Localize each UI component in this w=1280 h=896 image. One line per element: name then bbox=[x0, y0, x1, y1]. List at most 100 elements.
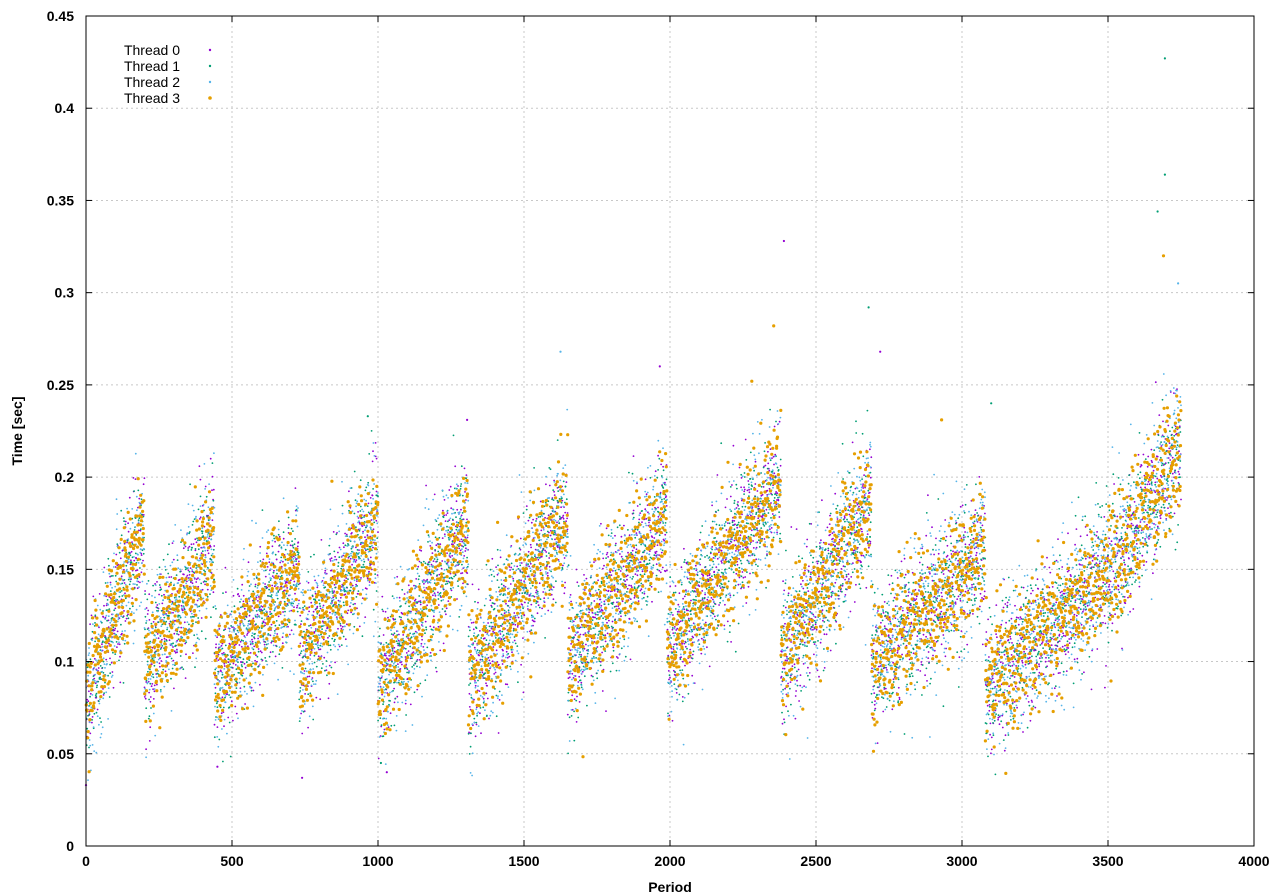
data-point bbox=[1135, 543, 1138, 545]
data-point bbox=[154, 601, 157, 604]
data-point bbox=[863, 494, 866, 496]
data-point bbox=[357, 517, 360, 519]
data-point bbox=[909, 625, 912, 628]
data-point bbox=[324, 586, 327, 589]
data-point bbox=[299, 614, 302, 617]
data-point bbox=[727, 522, 729, 524]
data-point bbox=[254, 583, 257, 586]
data-point bbox=[757, 517, 760, 520]
data-point bbox=[887, 634, 890, 637]
data-point bbox=[940, 643, 943, 646]
data-point bbox=[450, 507, 453, 510]
data-point bbox=[951, 576, 954, 579]
data-point bbox=[273, 534, 275, 537]
data-point bbox=[174, 644, 177, 647]
data-point bbox=[1083, 671, 1085, 674]
data-point bbox=[1029, 649, 1032, 651]
data-point bbox=[274, 655, 277, 658]
data-point bbox=[628, 618, 631, 620]
data-point bbox=[460, 508, 462, 511]
data-point bbox=[775, 491, 777, 493]
data-point bbox=[365, 486, 368, 489]
data-point bbox=[264, 585, 266, 588]
data-point bbox=[691, 674, 694, 677]
data-point bbox=[213, 736, 216, 739]
data-point bbox=[111, 617, 114, 619]
data-point bbox=[147, 609, 150, 612]
data-point bbox=[372, 488, 374, 490]
data-point bbox=[1139, 465, 1142, 468]
data-point bbox=[110, 661, 113, 664]
data-point bbox=[896, 650, 899, 652]
data-point bbox=[299, 652, 302, 655]
data-point bbox=[201, 532, 204, 535]
data-point bbox=[448, 489, 451, 491]
data-point bbox=[683, 642, 686, 645]
data-point bbox=[773, 463, 775, 466]
data-point bbox=[458, 547, 461, 550]
data-point bbox=[540, 529, 543, 532]
data-point bbox=[1029, 656, 1031, 659]
data-point bbox=[381, 693, 383, 696]
data-point bbox=[678, 610, 680, 613]
data-point bbox=[144, 590, 147, 592]
data-point bbox=[189, 483, 192, 486]
data-point bbox=[204, 583, 207, 586]
data-point bbox=[303, 630, 305, 633]
data-point bbox=[1030, 592, 1032, 595]
data-point bbox=[491, 625, 494, 628]
data-point bbox=[829, 649, 832, 652]
data-point bbox=[789, 681, 792, 683]
data-point bbox=[228, 721, 231, 724]
data-point bbox=[620, 555, 623, 558]
data-point bbox=[297, 552, 300, 554]
data-point bbox=[509, 618, 511, 621]
data-point bbox=[971, 583, 973, 586]
data-point bbox=[355, 583, 357, 586]
data-point bbox=[1144, 509, 1147, 512]
data-point bbox=[1128, 557, 1130, 560]
data-point bbox=[257, 665, 259, 668]
data-point bbox=[726, 498, 728, 500]
data-point bbox=[94, 694, 97, 697]
data-point bbox=[335, 558, 338, 561]
data-point bbox=[255, 654, 257, 657]
data-point bbox=[605, 527, 608, 530]
data-point bbox=[195, 581, 198, 583]
data-point bbox=[160, 594, 163, 597]
data-point bbox=[759, 502, 761, 505]
data-point bbox=[92, 595, 95, 598]
data-point bbox=[304, 667, 307, 670]
data-point bbox=[372, 608, 375, 611]
data-point bbox=[943, 615, 946, 618]
data-point bbox=[241, 583, 244, 586]
data-point bbox=[793, 599, 796, 601]
data-point bbox=[931, 579, 934, 582]
data-point bbox=[605, 710, 607, 712]
data-point bbox=[220, 712, 223, 715]
data-point bbox=[1056, 695, 1058, 697]
data-point bbox=[276, 597, 279, 600]
data-point bbox=[852, 562, 854, 564]
data-point bbox=[222, 652, 225, 654]
data-point bbox=[355, 546, 357, 549]
data-point bbox=[312, 680, 314, 683]
data-point bbox=[251, 640, 254, 643]
data-point bbox=[1132, 608, 1135, 610]
data-point bbox=[203, 569, 205, 572]
data-point bbox=[533, 595, 536, 598]
data-point bbox=[377, 495, 379, 498]
data-point bbox=[278, 535, 281, 538]
data-point bbox=[1150, 448, 1153, 451]
data-point bbox=[309, 654, 312, 656]
data-point bbox=[298, 560, 300, 563]
data-point bbox=[211, 475, 214, 478]
data-point bbox=[979, 592, 982, 595]
data-point bbox=[879, 665, 882, 667]
data-point bbox=[818, 575, 820, 578]
data-point bbox=[481, 671, 484, 674]
data-point bbox=[611, 620, 614, 623]
data-point bbox=[217, 670, 220, 673]
data-point bbox=[750, 529, 753, 532]
data-point bbox=[224, 658, 226, 661]
